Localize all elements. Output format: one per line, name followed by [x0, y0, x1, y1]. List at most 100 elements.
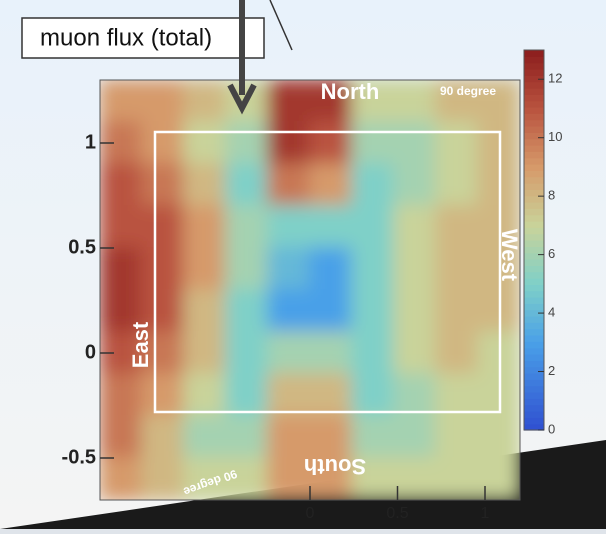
heat-cell: [100, 247, 143, 291]
heat-cell: [393, 121, 437, 165]
heat-cell: [141, 415, 185, 459]
colorbar-step: [524, 151, 544, 159]
heat-cell: [351, 163, 395, 207]
colorbar-step: [524, 75, 544, 83]
heat-cell: [351, 289, 395, 333]
heat-cell: [100, 373, 143, 417]
heat-cell: [100, 80, 143, 123]
colorbar-step: [524, 398, 544, 406]
heat-cell: [141, 457, 185, 500]
colorbar-step: [524, 309, 544, 317]
heat-cell: [183, 415, 227, 459]
heat-cell: [183, 121, 227, 165]
colorbar-step: [524, 411, 544, 418]
colorbar-step: [524, 138, 544, 146]
colorbar-step: [524, 392, 544, 399]
pointer-line: [269, 0, 293, 51]
heat-cell: [141, 163, 185, 207]
colorbar-step: [524, 423, 544, 431]
heat-cell: [435, 121, 479, 165]
colorbar-step: [524, 347, 544, 355]
x-tick-label: 1: [481, 505, 490, 522]
colorbar-step: [524, 69, 544, 76]
heat-cell: [351, 373, 395, 417]
heat-cell: [183, 205, 227, 249]
colorbar-step: [524, 417, 544, 425]
heat-cell: [309, 373, 353, 417]
colorbar-tick-label: 12: [548, 71, 562, 86]
heat-cell: [351, 247, 395, 291]
heat-cell: [309, 457, 353, 500]
colorbar-step: [524, 265, 544, 273]
colorbar-step: [524, 385, 544, 393]
heat-cell: [435, 373, 479, 417]
heat-cell: [435, 457, 479, 500]
colorbar-step: [524, 50, 544, 57]
heat-cell: [267, 289, 311, 333]
heat-cell: [435, 331, 479, 375]
colorbar-step: [524, 113, 544, 121]
heat-cell: [267, 80, 311, 123]
arrow-head: [227, 83, 257, 115]
colorbar-step: [524, 202, 544, 209]
heat-cell: [225, 247, 269, 291]
heat-cell: [183, 247, 227, 291]
heat-cell: [393, 205, 437, 249]
heat-cell: [435, 289, 479, 333]
inner-square: [153, 130, 502, 414]
heat-cell: [477, 331, 520, 375]
colorbar-step: [524, 290, 544, 298]
heat-cell: [309, 289, 353, 333]
colorbar-step: [524, 303, 544, 311]
colorbar-step: [524, 335, 544, 342]
label-east: East: [128, 321, 153, 368]
colorbar-step: [524, 56, 544, 64]
heat-cell: [267, 373, 311, 417]
heat-cell: [477, 205, 520, 249]
heat-cell: [351, 415, 395, 459]
heat-cell: [477, 121, 520, 165]
heat-cell: [183, 163, 227, 207]
heat-cell: [477, 80, 520, 123]
colorbar-step: [524, 373, 544, 380]
colorbar-step: [524, 62, 544, 70]
heat-cell: [435, 205, 479, 249]
heat-cell: [141, 205, 185, 249]
colorbar-tick-label: 8: [548, 188, 555, 203]
heat-cell: [393, 331, 437, 375]
label-west: West: [497, 229, 522, 282]
heat-cell: [393, 457, 437, 500]
heat-cell: [393, 289, 437, 333]
label-south: South: [304, 454, 366, 479]
heatmap: [100, 80, 520, 500]
heat-cell: [267, 121, 311, 165]
colorbar-step: [524, 233, 544, 241]
heat-cell: [141, 80, 185, 123]
heat-cell: [477, 289, 520, 333]
colorbar: 0 2 4 6 8 10 12: [523, 49, 562, 436]
heat-cell: [435, 247, 479, 291]
colorbar-step: [524, 100, 544, 108]
colorbar-step: [524, 278, 544, 285]
colorbar-step: [524, 297, 544, 304]
title-box: [21, 17, 265, 59]
label-corner-top: 90 degree: [440, 84, 496, 98]
heat-cell: [309, 247, 353, 291]
colorbar-step: [524, 195, 544, 203]
heat-cell: [225, 373, 269, 417]
colorbar-tick-label: 2: [548, 363, 555, 378]
colorbar-step: [524, 227, 544, 235]
heat-cell: [393, 163, 437, 207]
heat-cell: [225, 205, 269, 249]
colorbar-step: [524, 170, 544, 178]
heat-cell: [183, 80, 227, 123]
heat-cell: [183, 289, 227, 333]
heat-cell: [141, 247, 185, 291]
colorbar-step: [524, 366, 544, 374]
colorbar-step: [524, 81, 544, 89]
colorbar-tick-label: 0: [548, 421, 555, 436]
heat-cell: [141, 289, 185, 333]
x-tick-label: 0.5: [386, 505, 408, 522]
colorbar-tick-label: 10: [548, 129, 562, 144]
colorbar-step: [524, 322, 544, 330]
